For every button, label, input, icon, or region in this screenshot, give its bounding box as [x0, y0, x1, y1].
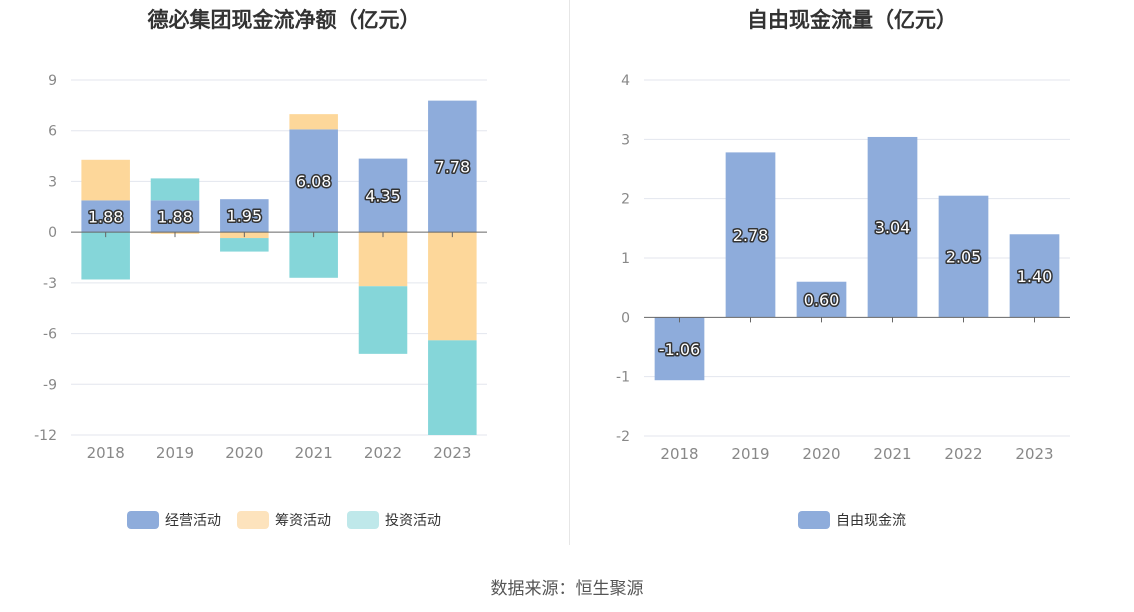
- legend-swatch-operating: [127, 511, 159, 529]
- data-label: 2.78: [733, 226, 769, 245]
- free-cash-flow-panel: 自由现金流量（亿元） 4 3 2 1 0 -1 -2 2018 2019 2020 2021 2022…: [570, 0, 1134, 545]
- bar-investing: [428, 340, 477, 435]
- y-tick-label: 1: [621, 251, 630, 267]
- y-tick-label: -6: [43, 327, 57, 343]
- x-tick-label: 2022: [364, 444, 402, 462]
- bar-investing: [358, 286, 408, 354]
- data-label: 1.95: [227, 207, 263, 226]
- legend-item-free-cash-flow[interactable]: 自由现金流: [798, 510, 906, 530]
- legend-item-investing[interactable]: 投资活动: [347, 510, 441, 530]
- legend-swatch-financing: [237, 511, 269, 529]
- bar-free-cash-flow: [1009, 234, 1060, 318]
- data-label: 1.88: [88, 207, 124, 226]
- bar-financing: [358, 232, 408, 287]
- chart-title: 德必集团现金流净额（亿元）: [147, 8, 421, 32]
- data-label: -1.06: [659, 340, 700, 359]
- x-tick-label: 2021: [873, 445, 911, 463]
- bar-financing: [428, 232, 477, 341]
- free-cash-flow-chart: 4 3 2 1 0 -1 -2 2018 2019 2020 2021 2022 2023 -1.06 2.…: [616, 73, 1070, 463]
- x-tick-label: 2023: [1015, 445, 1053, 463]
- legend-label: 自由现金流: [836, 513, 906, 529]
- y-tick-label: 9: [48, 73, 57, 89]
- legend-label: 投资活动: [385, 513, 441, 529]
- bar-free-cash-flow: [725, 152, 776, 318]
- data-label: 1.88: [157, 207, 193, 226]
- x-tick-label: 2019: [156, 444, 194, 462]
- bar-operating: [150, 200, 200, 233]
- data-label: 1.40: [1017, 267, 1053, 286]
- y-tick-label: -3: [43, 276, 57, 292]
- y-tick-label: 4: [621, 73, 630, 89]
- legend-label: 筹资活动: [275, 513, 331, 529]
- bar-free-cash-flow: [796, 281, 847, 318]
- y-tick-label: 3: [48, 174, 57, 190]
- legend-item-operating[interactable]: 经营活动: [127, 510, 221, 530]
- y-tick-label: -1: [616, 370, 630, 386]
- legend-swatch-free-cash-flow: [798, 511, 830, 529]
- bar-operating: [358, 158, 408, 233]
- x-tick-label: 2021: [295, 444, 333, 462]
- x-tick-label: 2018: [660, 445, 698, 463]
- bar-financing: [81, 159, 130, 201]
- data-label: 4.35: [365, 186, 401, 205]
- legend-label: 经营活动: [165, 513, 221, 529]
- y-tick-label: 6: [48, 124, 57, 140]
- bar-operating: [220, 199, 269, 233]
- chart-title: 自由现金流量（亿元）: [747, 8, 957, 32]
- y-tick-label: 0: [621, 310, 630, 326]
- bar-operating: [289, 129, 338, 233]
- y-tick-label: 2: [621, 192, 630, 208]
- net-cash-flow-panel: 德必集团现金流净额（亿元） 9 6 3 0 -3 -6 -9 -12 2018 2019 2020 2…: [0, 0, 568, 545]
- bar-free-cash-flow: [938, 195, 989, 318]
- data-label: 7.78: [435, 157, 471, 176]
- bar-investing: [289, 232, 338, 278]
- x-tick-label: 2023: [433, 444, 471, 462]
- y-tick-label: -2: [616, 429, 630, 445]
- bar-financing: [289, 114, 338, 130]
- x-tick-label: 2019: [731, 445, 769, 463]
- legend-swatch-investing: [347, 511, 379, 529]
- x-tick-label: 2018: [87, 444, 125, 462]
- bar-free-cash-flow: [654, 317, 705, 381]
- data-label: 3.04: [875, 218, 911, 237]
- data-label: 0.60: [804, 291, 840, 310]
- bar-investing: [81, 232, 130, 280]
- bar-operating: [81, 200, 130, 233]
- legend: 经营活动 筹资活动 投资活动: [0, 510, 568, 530]
- y-tick-label: -12: [34, 428, 57, 444]
- bar-investing: [220, 238, 269, 252]
- y-tick-label: 0: [48, 225, 57, 241]
- x-tick-label: 2020: [802, 445, 840, 463]
- data-label: 6.08: [296, 172, 332, 191]
- bar-free-cash-flow: [867, 136, 918, 318]
- legend-item-financing[interactable]: 筹资活动: [237, 510, 331, 530]
- legend: 自由现金流: [570, 510, 1134, 530]
- bar-operating: [428, 100, 477, 233]
- y-tick-label: -9: [43, 377, 57, 393]
- data-label: 2.05: [946, 248, 982, 267]
- net-cash-flow-chart: 9 6 3 0 -3 -6 -9 -12 2018 2019 2020 2021 2022 2023 1.8…: [34, 73, 487, 462]
- x-tick-label: 2020: [225, 444, 263, 462]
- bar-investing: [150, 178, 200, 201]
- panel-divider: [569, 0, 570, 545]
- y-tick-label: 3: [621, 132, 630, 148]
- data-source-note: 数据来源：恒生聚源: [490, 579, 644, 599]
- x-tick-label: 2022: [944, 445, 982, 463]
